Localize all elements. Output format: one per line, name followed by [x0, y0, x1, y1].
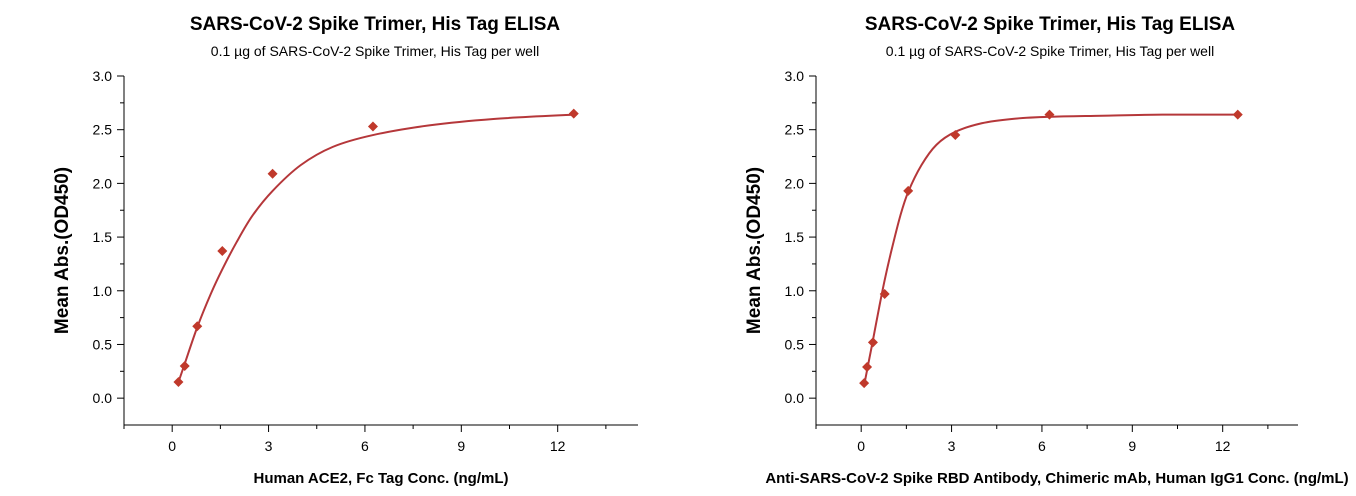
- x-tick-label: 6: [1038, 438, 1046, 454]
- fit-curve: [177, 113, 574, 383]
- y-tick-label: 0.5: [785, 336, 805, 352]
- data-point: [217, 246, 228, 257]
- x-axis-label: Human ACE2, Fc Tag Conc. (ng/mL): [253, 470, 508, 487]
- y-tick-label: 1.0: [93, 283, 113, 299]
- chart-panel-left: SARS-CoV-2 Spike Trimer, His Tag ELISA 0.…: [52, 14, 638, 487]
- y-tick-label: 2.5: [785, 122, 805, 138]
- y-axis-label: Mean Abs.(OD450): [744, 167, 765, 334]
- y-tick-label: 2.5: [93, 122, 113, 138]
- y-tick-label: 3.0: [785, 68, 805, 84]
- x-tick-label: 3: [265, 438, 273, 454]
- data-point: [267, 168, 278, 179]
- data-point: [1232, 109, 1243, 120]
- x-tick-label: 9: [457, 438, 465, 454]
- data-point: [367, 121, 378, 132]
- y-axis-label: Mean Abs.(OD450): [52, 167, 73, 334]
- data-point: [173, 377, 184, 388]
- y-tick-label: 0.0: [785, 390, 805, 406]
- data-point: [903, 185, 914, 196]
- elisa-chart-right: SARS-CoV-2 Spike Trimer, His Tag ELISA 0.…: [744, 14, 1349, 487]
- chart-subtitle: 0.1 µg of SARS-CoV-2 Spike Trimer, His T…: [211, 43, 539, 59]
- x-tick-label: 12: [1215, 438, 1231, 454]
- data-point: [859, 378, 870, 389]
- y-tick-label: 3.0: [93, 68, 113, 84]
- y-tick-label: 1.5: [93, 229, 113, 245]
- fit-curve: [863, 113, 1238, 386]
- data-point: [179, 360, 190, 371]
- chart-subtitle: 0.1 µg of SARS-CoV-2 Spike Trimer, His T…: [886, 43, 1214, 59]
- data-point: [1044, 109, 1055, 120]
- data-point: [568, 108, 579, 119]
- y-tick-label: 2.0: [785, 175, 805, 191]
- chart-title: SARS-CoV-2 Spike Trimer, His Tag ELISA: [190, 14, 561, 35]
- data-point: [867, 337, 878, 348]
- y-tick-label: 2.0: [93, 175, 113, 191]
- y-tick-label: 1.5: [785, 229, 805, 245]
- chart-panel-right: SARS-CoV-2 Spike Trimer, His Tag ELISA 0.…: [690, 0, 1356, 496]
- data-point: [192, 321, 203, 332]
- data-point: [862, 362, 873, 373]
- y-tick-label: 1.0: [785, 283, 805, 299]
- x-axis-label: Anti-SARS-CoV-2 Spike RBD Antibody, Chim…: [765, 470, 1348, 487]
- y-tick-label: 0.5: [93, 336, 113, 352]
- x-tick-label: 0: [857, 438, 865, 454]
- chart-title: SARS-CoV-2 Spike Trimer, His Tag ELISA: [865, 14, 1236, 35]
- y-tick-label: 0.0: [93, 390, 113, 406]
- elisa-chart-left: SARS-CoV-2 Spike Trimer, His Tag ELISA 0.…: [52, 14, 638, 487]
- x-tick-label: 12: [550, 438, 566, 454]
- x-tick-label: 0: [168, 438, 176, 454]
- x-tick-label: 9: [1128, 438, 1136, 454]
- data-point: [879, 288, 890, 299]
- x-tick-label: 3: [948, 438, 956, 454]
- data-point: [950, 130, 961, 141]
- x-tick-label: 6: [361, 438, 369, 454]
